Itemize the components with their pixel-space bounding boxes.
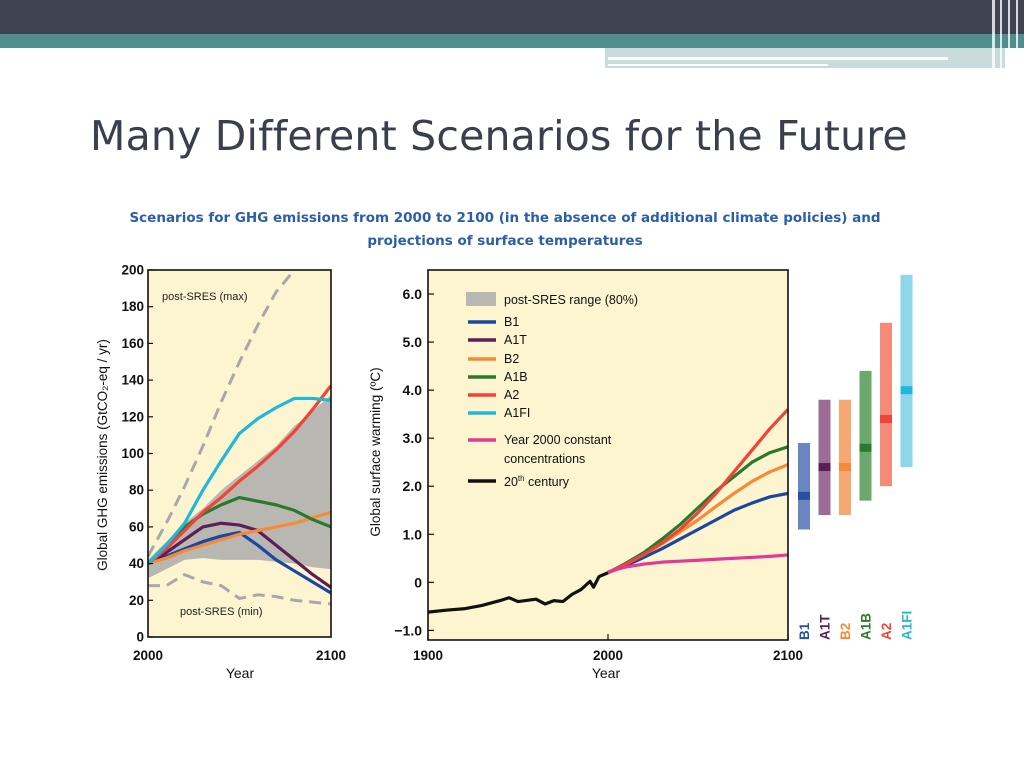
scenario-bar-label-a1b: A1B xyxy=(859,613,874,640)
header-bar-teal xyxy=(0,34,1024,48)
header-stripe-2 xyxy=(1000,0,1002,68)
figure-title: Scenarios for GHG emissions from 2000 to… xyxy=(80,207,930,253)
warming-y-ticks: −1.0 0 1.0 2.0 3.0 4.0 5.0 6.0 xyxy=(394,286,434,638)
scenario-bar-label-b2: B2 xyxy=(838,623,853,640)
warming-x-axis-label: Year xyxy=(592,665,621,681)
warming-xtick-label: 2000 xyxy=(593,648,623,663)
emissions-line-a1t xyxy=(147,521,332,589)
warming-ytick-label: 5.0 xyxy=(403,334,423,350)
legend-label-constant-1: Year 2000 constant xyxy=(504,433,612,447)
warming-y-axis-label: Global surface warming (ºC) xyxy=(368,367,383,536)
emissions-y-axis-label: Global GHG emissions (GtCO₂-eq / yr) xyxy=(95,339,110,571)
slide-title: Many Different Scenarios for the Future xyxy=(90,112,908,160)
warming-x-ticks: 1900 2000 2100 xyxy=(413,634,803,663)
emissions-annotation-max: post-SRES (max) xyxy=(162,291,248,303)
warming-xtick-label: 1900 xyxy=(413,648,443,663)
emissions-line-b1 xyxy=(147,530,332,595)
warming-ytick-label: 6.0 xyxy=(403,286,423,302)
scenario-bar-a1t xyxy=(818,399,831,516)
legend-label-20th-century: 20th century xyxy=(504,474,570,489)
emissions-ytick-label: 140 xyxy=(121,373,144,388)
scenario-best-estimate-a1t xyxy=(818,463,831,472)
figure-title-line-1: Scenarios for GHG emissions from 2000 to… xyxy=(129,210,881,226)
header-stripe-1 xyxy=(992,0,995,68)
warming-line-a2 xyxy=(607,408,790,575)
legend-label-constant-2: concentrations xyxy=(504,452,585,466)
emissions-line-b2 xyxy=(147,510,332,566)
legend-label-b2: B2 xyxy=(504,352,519,366)
warming-series-group xyxy=(427,408,790,614)
emissions-ytick-label: 180 xyxy=(121,299,144,314)
warming-ytick-label: 4.0 xyxy=(403,382,423,398)
figure-title-line-2: projections of surface temperatures xyxy=(367,233,643,249)
scenario-best-estimate-b2 xyxy=(839,463,851,472)
warming-chart: −1.0 0 1.0 2.0 3.0 4.0 5.0 6.0 1900 2000 2100 Yea… xyxy=(368,269,803,681)
legend-label-20th-num: 20 xyxy=(504,475,518,489)
emissions-annotation-min: post-SRES (min) xyxy=(180,606,263,618)
emissions-y-ticks: 0 20 40 60 80 100 120 140 160 180 200 xyxy=(121,263,153,645)
legend-label-a1fi: A1FI xyxy=(504,406,530,420)
warming-line-year-2000-constant-concentrations xyxy=(607,553,789,574)
scenario-bar-a1b xyxy=(859,370,872,501)
emissions-xtick-label: 2000 xyxy=(133,648,163,663)
scenario-bar-b2 xyxy=(839,399,851,516)
warming-line-20th-century xyxy=(427,571,609,614)
header-line-white-1 xyxy=(608,57,948,60)
scenario-best-estimate-a1b xyxy=(859,443,872,452)
legend-swatch-range xyxy=(466,292,496,306)
scenario-bar-a1fi xyxy=(900,274,913,468)
scenario-bar-label-a1t: A1T xyxy=(818,614,833,640)
scenario-bar-label-b1: B1 xyxy=(797,622,812,640)
emissions-line-a1fi xyxy=(146,396,332,565)
emissions-xtick-label: 2100 xyxy=(316,648,346,663)
legend-label-a1b: A1B xyxy=(504,370,528,384)
warming-ytick-label: 1.0 xyxy=(403,526,423,542)
emissions-ytick-label: 20 xyxy=(129,593,144,608)
emissions-x-ticks: 2000 2100 xyxy=(133,648,346,663)
warming-legend: post-SRES range (80%) B1 A1T B2 A1B A2 A… xyxy=(466,292,638,489)
legend-label-a1t: A1T xyxy=(504,333,527,347)
header-stripe-4 xyxy=(1016,0,1018,68)
emissions-line-post-sres-min xyxy=(148,573,332,606)
emissions-ytick-label: 60 xyxy=(129,519,144,534)
emissions-x-axis-label: Year xyxy=(226,665,255,681)
warming-xtick-label: 2100 xyxy=(773,648,803,663)
scenario-bar-b1 xyxy=(798,442,810,530)
header-line-white-2 xyxy=(608,64,828,66)
emissions-line-a2 xyxy=(146,384,333,565)
warming-line-b1 xyxy=(607,491,789,575)
emissions-ytick-label: 160 xyxy=(121,336,144,351)
scenario-best-estimate-a2 xyxy=(880,414,892,423)
scenario-best-estimate-b1 xyxy=(798,491,810,500)
emissions-ytick-label: 120 xyxy=(121,409,144,424)
scenario-bar-a2 xyxy=(880,322,892,487)
header-bar-dark xyxy=(0,0,1024,34)
warming-ytick-label: 0 xyxy=(414,574,422,590)
header-stripe-3 xyxy=(1008,0,1010,68)
scenario-bar-label-a2: A2 xyxy=(879,623,894,640)
emissions-ytick-label: 100 xyxy=(121,446,144,461)
legend-label-b1: B1 xyxy=(504,315,519,329)
legend-label-20th-sup: th xyxy=(518,474,525,483)
legend-label-20th-rest: century xyxy=(525,475,570,489)
emissions-chart: 0 20 40 60 80 100 120 140 160 180 200 2000 2100 pos… xyxy=(95,263,346,682)
scenario-range-bars: B1 A1T B2 A1B A2 A1FI xyxy=(797,274,915,640)
warming-ytick-label: 3.0 xyxy=(403,430,423,446)
emissions-ytick-label: 40 xyxy=(129,556,144,571)
emissions-series-group xyxy=(146,269,333,606)
legend-label-range: post-SRES range (80%) xyxy=(504,293,638,307)
scenario-bar-label-a1fi: A1FI xyxy=(900,611,915,640)
emissions-ytick-label: 0 xyxy=(136,630,144,645)
scenario-best-estimate-a1fi xyxy=(900,386,913,395)
emissions-ytick-label: 200 xyxy=(121,263,144,278)
warming-ytick-label: −1.0 xyxy=(394,622,422,638)
warming-plot-background xyxy=(428,270,788,640)
emissions-ytick-label: 80 xyxy=(129,483,144,498)
legend-label-a2: A2 xyxy=(504,388,519,402)
warming-ytick-label: 2.0 xyxy=(403,478,423,494)
